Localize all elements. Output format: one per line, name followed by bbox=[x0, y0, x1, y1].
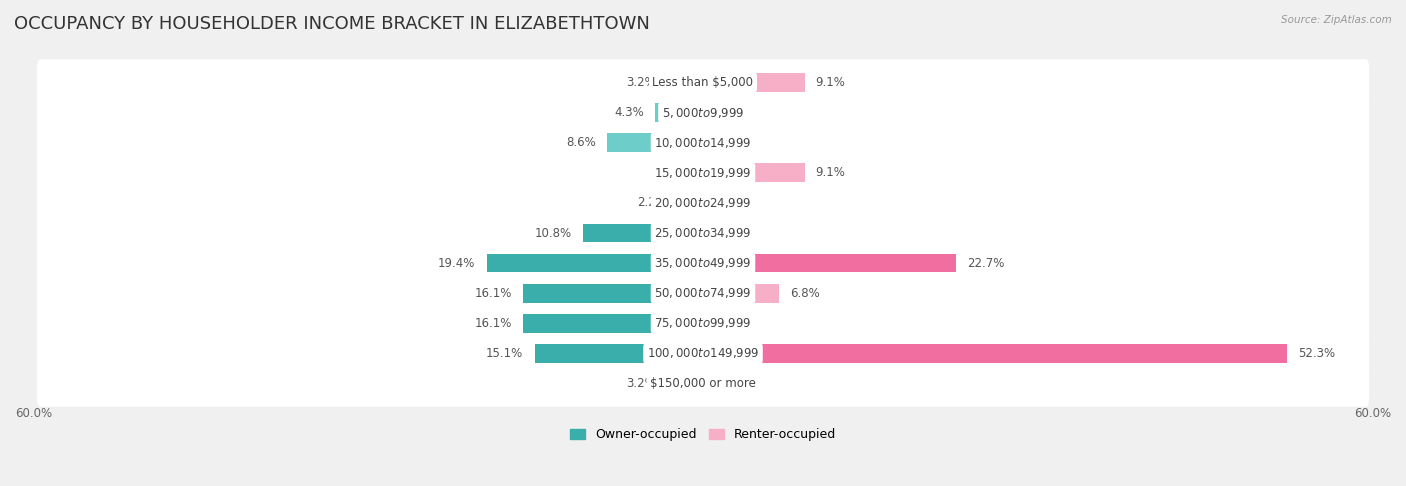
Text: 0.0%: 0.0% bbox=[714, 377, 744, 390]
Text: 52.3%: 52.3% bbox=[1298, 347, 1334, 360]
Bar bbox=[703, 254, 956, 273]
Text: 16.1%: 16.1% bbox=[475, 317, 512, 330]
Bar bbox=[668, 374, 703, 393]
Text: Source: ZipAtlas.com: Source: ZipAtlas.com bbox=[1281, 15, 1392, 25]
FancyBboxPatch shape bbox=[37, 210, 1369, 256]
Bar bbox=[690, 163, 703, 182]
FancyBboxPatch shape bbox=[37, 330, 1369, 377]
Text: 9.1%: 9.1% bbox=[815, 76, 845, 89]
Text: 22.7%: 22.7% bbox=[967, 257, 1005, 270]
Bar bbox=[486, 254, 703, 273]
Text: 3.2%: 3.2% bbox=[627, 76, 657, 89]
Bar bbox=[668, 73, 703, 92]
Text: $10,000 to $14,999: $10,000 to $14,999 bbox=[654, 136, 752, 150]
Text: 16.1%: 16.1% bbox=[475, 287, 512, 300]
FancyBboxPatch shape bbox=[37, 180, 1369, 226]
Legend: Owner-occupied, Renter-occupied: Owner-occupied, Renter-occupied bbox=[565, 423, 841, 446]
Bar bbox=[703, 344, 1286, 363]
Text: 0.0%: 0.0% bbox=[714, 196, 744, 209]
Bar bbox=[703, 163, 804, 182]
FancyBboxPatch shape bbox=[37, 89, 1369, 136]
Bar bbox=[523, 284, 703, 303]
FancyBboxPatch shape bbox=[37, 300, 1369, 347]
Text: $100,000 to $149,999: $100,000 to $149,999 bbox=[647, 347, 759, 361]
Text: $50,000 to $74,999: $50,000 to $74,999 bbox=[654, 286, 752, 300]
Text: 9.1%: 9.1% bbox=[815, 166, 845, 179]
Text: 0.0%: 0.0% bbox=[714, 317, 744, 330]
FancyBboxPatch shape bbox=[37, 270, 1369, 316]
Text: 10.8%: 10.8% bbox=[534, 226, 571, 240]
Bar bbox=[523, 314, 703, 333]
Text: Less than $5,000: Less than $5,000 bbox=[652, 76, 754, 89]
Text: 8.6%: 8.6% bbox=[567, 136, 596, 149]
Bar bbox=[655, 103, 703, 122]
Text: $150,000 or more: $150,000 or more bbox=[650, 377, 756, 390]
Text: 15.1%: 15.1% bbox=[486, 347, 523, 360]
FancyBboxPatch shape bbox=[37, 240, 1369, 286]
Text: $75,000 to $99,999: $75,000 to $99,999 bbox=[654, 316, 752, 330]
Bar bbox=[703, 73, 804, 92]
Bar bbox=[703, 284, 779, 303]
Bar bbox=[582, 224, 703, 243]
Text: OCCUPANCY BY HOUSEHOLDER INCOME BRACKET IN ELIZABETHTOWN: OCCUPANCY BY HOUSEHOLDER INCOME BRACKET … bbox=[14, 15, 650, 33]
Bar bbox=[534, 344, 703, 363]
Text: 0.0%: 0.0% bbox=[714, 106, 744, 119]
Bar bbox=[607, 133, 703, 152]
Text: 6.8%: 6.8% bbox=[790, 287, 820, 300]
Text: 0.0%: 0.0% bbox=[714, 226, 744, 240]
Bar bbox=[679, 193, 703, 212]
Text: $15,000 to $19,999: $15,000 to $19,999 bbox=[654, 166, 752, 180]
Text: 2.2%: 2.2% bbox=[637, 196, 668, 209]
Text: $35,000 to $49,999: $35,000 to $49,999 bbox=[654, 256, 752, 270]
FancyBboxPatch shape bbox=[37, 120, 1369, 166]
FancyBboxPatch shape bbox=[37, 361, 1369, 407]
Text: 1.1%: 1.1% bbox=[650, 166, 679, 179]
Text: $5,000 to $9,999: $5,000 to $9,999 bbox=[662, 105, 744, 120]
FancyBboxPatch shape bbox=[37, 150, 1369, 196]
FancyBboxPatch shape bbox=[37, 59, 1369, 105]
Text: $25,000 to $34,999: $25,000 to $34,999 bbox=[654, 226, 752, 240]
Text: 19.4%: 19.4% bbox=[439, 257, 475, 270]
Text: $20,000 to $24,999: $20,000 to $24,999 bbox=[654, 196, 752, 210]
Text: 4.3%: 4.3% bbox=[614, 106, 644, 119]
Text: 0.0%: 0.0% bbox=[714, 136, 744, 149]
Text: 3.2%: 3.2% bbox=[627, 377, 657, 390]
